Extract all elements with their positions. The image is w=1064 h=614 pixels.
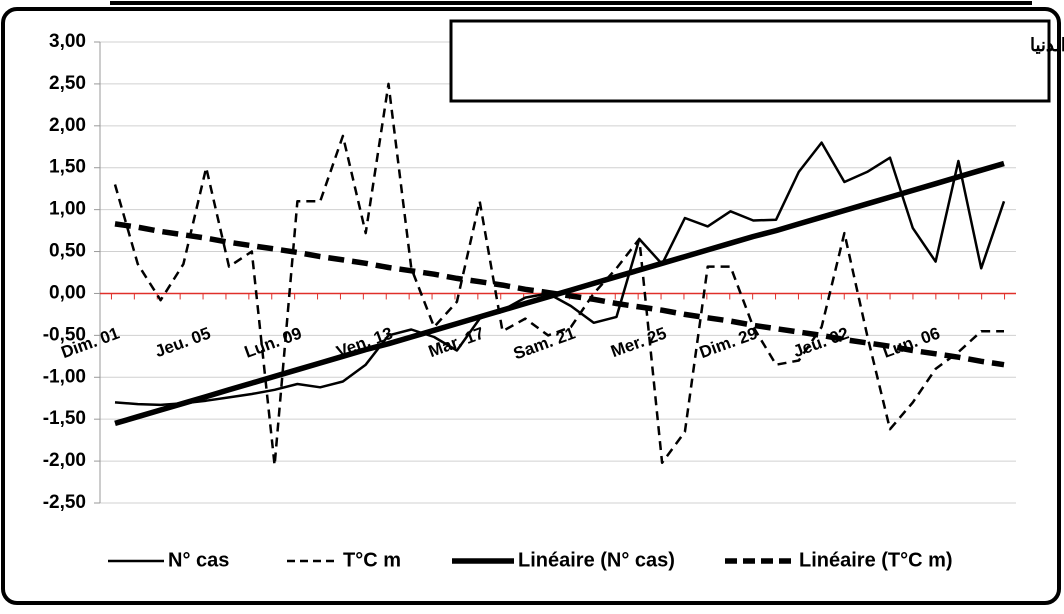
y-tick-label: 2,00: [49, 115, 86, 136]
y-tick-label: -1,50: [43, 408, 86, 429]
chart-title: شكل رقم 10 : التطور اليومي لكل من درجات …: [1030, 35, 1064, 56]
series-line: [113, 82, 1004, 467]
y-tick-label: 1,50: [49, 157, 86, 178]
legend-label: Linéaire (N° cas): [518, 549, 675, 571]
y-tick-label: -2,00: [43, 450, 86, 471]
title-box: [449, 19, 1051, 103]
series-line: [114, 141, 1006, 407]
legend-label: N° cas: [168, 549, 229, 571]
y-tick-label: 3,00: [49, 31, 86, 52]
legend: N° cas T°C m Linéaire (N° cas) Linéaire (T°…: [108, 549, 953, 571]
series-line: [114, 160, 1005, 427]
y-tick-label: -1,00: [43, 366, 86, 387]
legend-label: T°C m: [343, 549, 401, 571]
y-tick-label: -0,50: [43, 324, 86, 345]
legend-label: Linéaire (T°C m): [799, 549, 953, 571]
y-tick-label: 0,50: [49, 241, 86, 262]
y-tick-label: 1,00: [49, 199, 86, 220]
series-line: [114, 221, 1005, 368]
y-tick-label: 0,00: [49, 282, 86, 303]
y-tick-label: -2,50: [43, 492, 86, 513]
chart-frame: [1, 7, 1061, 605]
y-tick-label: 2,50: [49, 73, 86, 94]
